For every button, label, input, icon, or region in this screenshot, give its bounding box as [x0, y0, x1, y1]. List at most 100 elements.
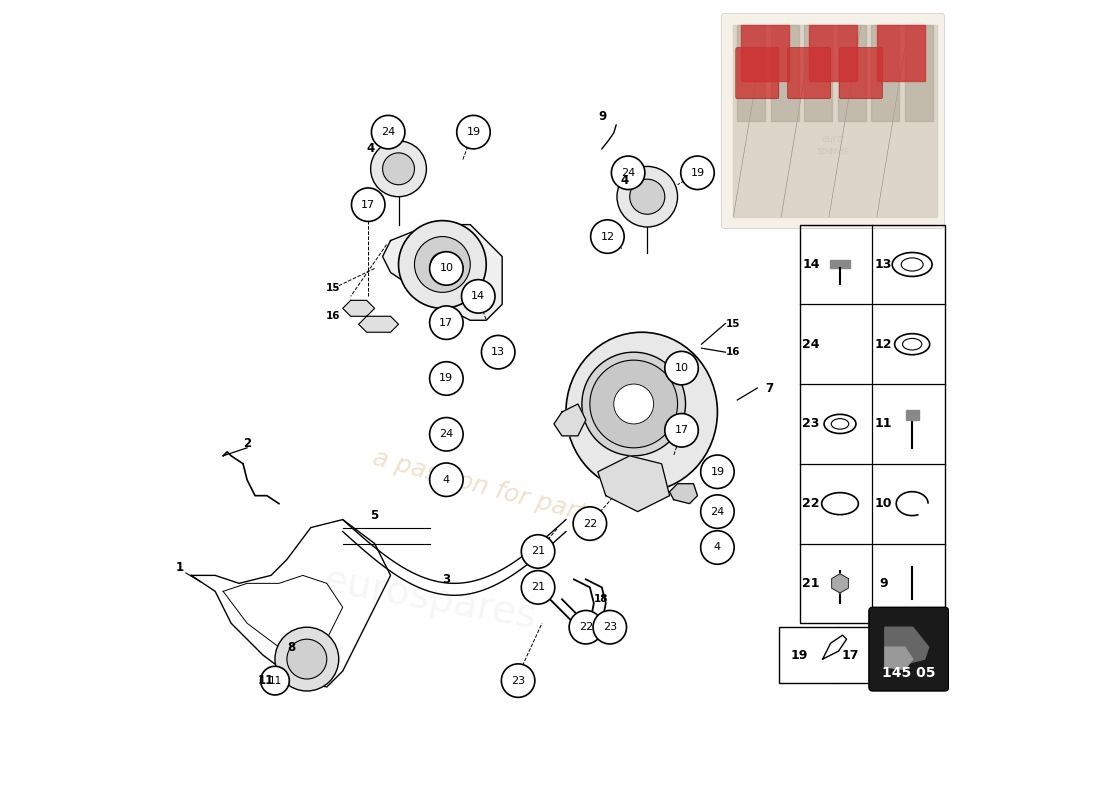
Polygon shape: [597, 456, 670, 512]
Circle shape: [664, 414, 698, 447]
Circle shape: [591, 220, 624, 254]
Polygon shape: [737, 26, 766, 121]
Circle shape: [593, 610, 627, 644]
Text: 9: 9: [879, 577, 888, 590]
Text: 11: 11: [268, 676, 282, 686]
Polygon shape: [884, 627, 928, 663]
Text: 17: 17: [439, 318, 453, 328]
Circle shape: [287, 639, 327, 679]
Text: 19: 19: [691, 168, 704, 178]
Text: 21: 21: [531, 546, 546, 557]
Text: 21: 21: [802, 577, 820, 590]
Text: 13: 13: [492, 347, 505, 357]
Text: 10: 10: [439, 263, 453, 274]
Text: 145 05: 145 05: [882, 666, 935, 680]
Circle shape: [664, 351, 698, 385]
Text: 17: 17: [361, 200, 375, 210]
Text: 16: 16: [326, 311, 340, 322]
Text: 17: 17: [674, 426, 689, 435]
Text: 19: 19: [466, 127, 481, 137]
Text: 4: 4: [620, 174, 628, 187]
Text: 22: 22: [579, 622, 593, 632]
Circle shape: [573, 507, 606, 540]
Text: 24: 24: [439, 430, 453, 439]
Text: 3: 3: [442, 573, 450, 586]
Polygon shape: [877, 26, 925, 81]
Text: 12: 12: [601, 231, 615, 242]
Text: 9: 9: [598, 110, 607, 122]
Circle shape: [383, 153, 415, 185]
Text: 16: 16: [725, 347, 740, 357]
Polygon shape: [771, 26, 799, 121]
Text: 19: 19: [711, 466, 725, 477]
Text: 4: 4: [714, 542, 720, 553]
Text: 13: 13: [874, 258, 892, 271]
Circle shape: [614, 384, 653, 424]
Circle shape: [371, 141, 427, 197]
Text: 24: 24: [381, 127, 395, 137]
Text: 22: 22: [583, 518, 597, 529]
FancyBboxPatch shape: [839, 48, 882, 98]
Circle shape: [482, 335, 515, 369]
Text: 8: 8: [287, 641, 295, 654]
Circle shape: [430, 252, 463, 285]
Text: 24: 24: [621, 168, 636, 178]
Text: 23: 23: [512, 676, 525, 686]
Text: euro
spares: euro spares: [817, 134, 849, 156]
Circle shape: [275, 627, 339, 691]
Polygon shape: [871, 26, 899, 121]
Circle shape: [430, 253, 454, 277]
Text: 23: 23: [603, 622, 617, 632]
Circle shape: [415, 237, 471, 292]
Polygon shape: [832, 574, 848, 593]
Text: 14: 14: [471, 291, 485, 302]
Circle shape: [261, 666, 289, 695]
Text: 14: 14: [802, 258, 820, 271]
Circle shape: [430, 463, 463, 497]
Text: 24: 24: [711, 506, 725, 517]
Text: 4: 4: [443, 474, 450, 485]
Circle shape: [430, 362, 463, 395]
Text: 15: 15: [326, 283, 340, 294]
Polygon shape: [810, 26, 857, 81]
Polygon shape: [830, 261, 849, 269]
Text: 4: 4: [366, 142, 375, 155]
Circle shape: [521, 534, 554, 568]
FancyBboxPatch shape: [736, 48, 779, 98]
Polygon shape: [884, 647, 913, 670]
Circle shape: [456, 115, 491, 149]
Circle shape: [430, 418, 463, 451]
Text: 10: 10: [674, 363, 689, 373]
Text: 19: 19: [439, 374, 453, 383]
Circle shape: [569, 610, 603, 644]
Bar: [801, 225, 945, 623]
Ellipse shape: [582, 352, 685, 456]
Circle shape: [701, 455, 734, 489]
Circle shape: [521, 570, 554, 604]
Polygon shape: [905, 26, 933, 121]
Polygon shape: [343, 300, 375, 316]
Circle shape: [352, 188, 385, 222]
Polygon shape: [874, 631, 889, 647]
Text: 17: 17: [842, 649, 859, 662]
Text: 22: 22: [802, 497, 820, 510]
Polygon shape: [804, 26, 833, 121]
Text: 10: 10: [874, 497, 892, 510]
Text: 23: 23: [803, 418, 820, 430]
Text: 24: 24: [802, 338, 820, 350]
Text: 15: 15: [725, 319, 740, 330]
FancyBboxPatch shape: [869, 607, 948, 691]
Circle shape: [612, 156, 645, 190]
Polygon shape: [741, 26, 789, 81]
Circle shape: [701, 495, 734, 528]
Bar: [779, 627, 896, 683]
Circle shape: [590, 360, 678, 448]
Text: 18: 18: [594, 594, 608, 604]
Polygon shape: [838, 26, 866, 121]
Polygon shape: [359, 316, 398, 332]
Polygon shape: [670, 484, 697, 504]
Polygon shape: [905, 410, 918, 420]
Text: 11: 11: [874, 418, 892, 430]
Text: 2: 2: [243, 438, 251, 450]
Text: 5: 5: [371, 509, 378, 522]
